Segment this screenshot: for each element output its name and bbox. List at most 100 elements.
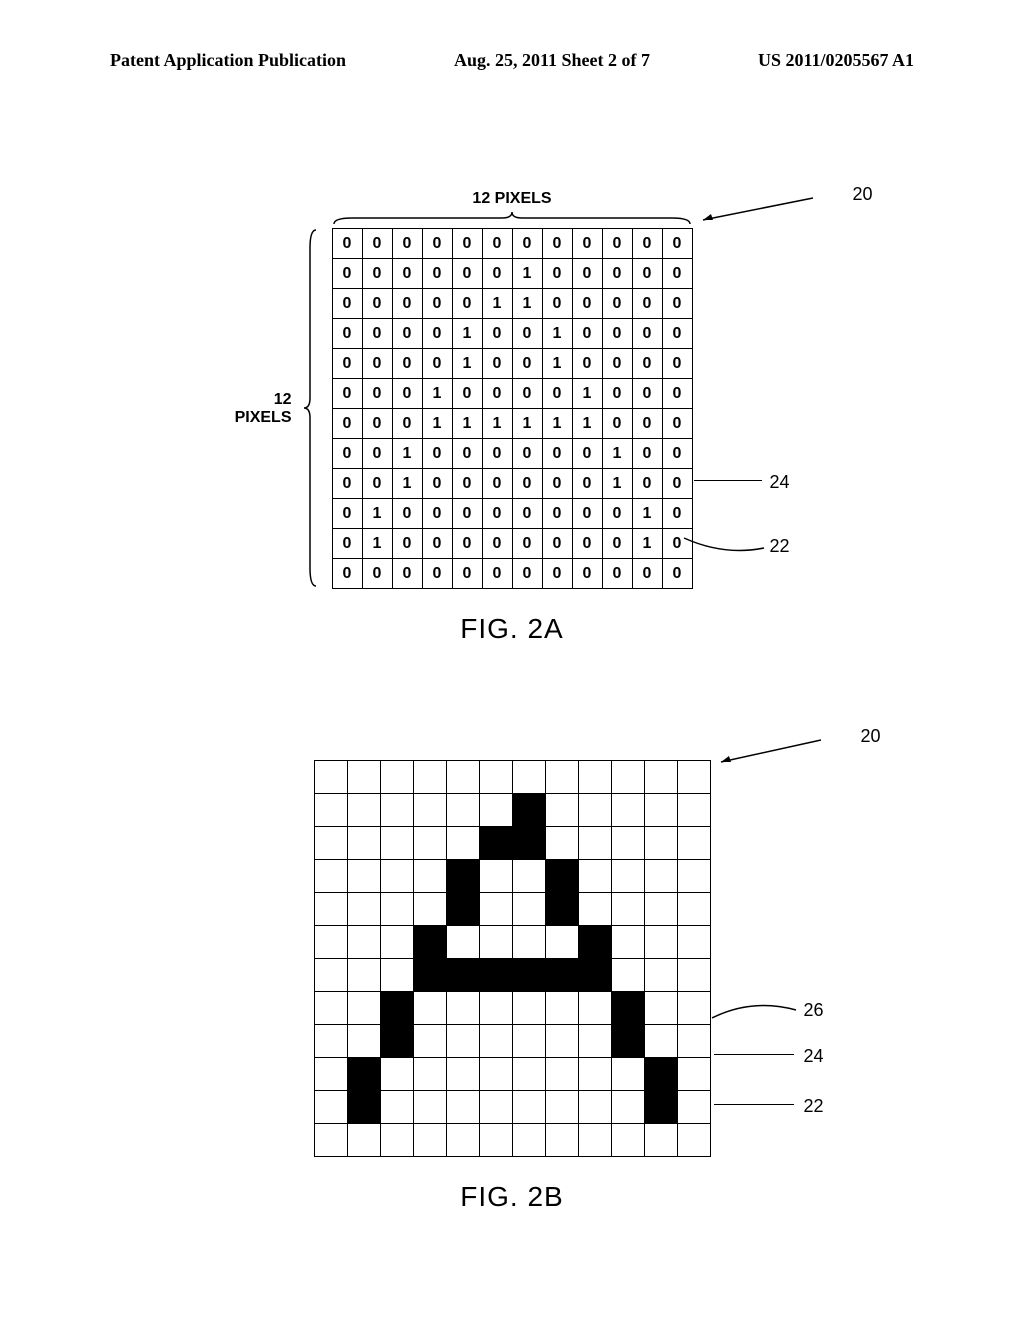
grid-a-cell: 0 [452, 469, 482, 499]
grid-b-cell [347, 992, 380, 1025]
grid-a-cell: 0 [392, 529, 422, 559]
grid-a-cell: 0 [572, 559, 602, 589]
grid-a-cell: 0 [542, 229, 572, 259]
grid-b-cell [479, 860, 512, 893]
grid-a-cell: 0 [572, 229, 602, 259]
grid-a-cell: 0 [572, 259, 602, 289]
grid-a-cell: 0 [392, 559, 422, 589]
grid-b-cell [512, 1091, 545, 1124]
grid-a-cell: 0 [662, 229, 692, 259]
grid-a-cell: 0 [512, 379, 542, 409]
grid-b-cell [512, 959, 545, 992]
grid-b-cell [347, 761, 380, 794]
grid-b-cell [446, 1124, 479, 1157]
grid-a-cell: 0 [332, 289, 362, 319]
grid-b-cell [644, 1124, 677, 1157]
grid-b-cell [611, 761, 644, 794]
grid-a-cell: 0 [542, 259, 572, 289]
grid-a-cell: 0 [512, 349, 542, 379]
leader-26-b [712, 1004, 802, 1033]
grid-b-cell [380, 794, 413, 827]
grid-b-cell [479, 1124, 512, 1157]
grid-b-cell [446, 1025, 479, 1058]
grid-b-cell [677, 1124, 710, 1157]
grid-b-cell [413, 992, 446, 1025]
grid-b-cell [578, 860, 611, 893]
grid-a-cell: 0 [482, 259, 512, 289]
grid-b-cell [644, 827, 677, 860]
ref-22-b: 22 [804, 1096, 824, 1117]
grid-a-cell: 1 [392, 439, 422, 469]
grid-a-cell: 0 [512, 499, 542, 529]
grid-a-cell: 0 [662, 439, 692, 469]
top-brace [332, 212, 693, 226]
grid-a-cell: 0 [512, 319, 542, 349]
grid-b-cell [314, 794, 347, 827]
leader-22-b [714, 1104, 794, 1105]
grid-b-cell [545, 1025, 578, 1058]
grid-a-cell: 0 [392, 379, 422, 409]
grid-b-cell [413, 794, 446, 827]
grid-b-cell [677, 794, 710, 827]
grid-a-cell: 0 [602, 559, 632, 589]
grid-a-cell: 0 [362, 379, 392, 409]
ref-22-a: 22 [770, 536, 790, 557]
grid-a-cell: 0 [392, 259, 422, 289]
grid-a-cell: 0 [482, 559, 512, 589]
grid-a-cell: 0 [632, 469, 662, 499]
grid-a-cell: 0 [632, 229, 662, 259]
grid-a-cell: 0 [332, 469, 362, 499]
ref-20-b: 20 [860, 726, 880, 747]
left-axis-label-number: 12 [274, 391, 292, 408]
grid-a-cell: 0 [662, 289, 692, 319]
grid-b-cell [347, 1091, 380, 1124]
left-axis-label-unit: PIXELS [235, 409, 292, 426]
ref-24-a: 24 [770, 472, 790, 493]
ref-20-a: 20 [852, 184, 872, 205]
grid-a-cell: 0 [362, 259, 392, 289]
grid-b-cell [578, 761, 611, 794]
grid-a-cell: 0 [602, 289, 632, 319]
grid-b-cell [413, 1124, 446, 1157]
grid-a-cell: 1 [602, 439, 632, 469]
grid-a-cell: 1 [632, 499, 662, 529]
grid-a-cell: 1 [362, 499, 392, 529]
grid-a-cell: 1 [482, 409, 512, 439]
grid-b-cell [545, 1058, 578, 1091]
grid-a-cell: 1 [512, 409, 542, 439]
grid-a-cell: 0 [632, 319, 662, 349]
grid-a-cell: 0 [662, 559, 692, 589]
grid-b-cell [314, 959, 347, 992]
document-header: Patent Application Publication Aug. 25, … [0, 50, 1024, 71]
grid-a-cell: 0 [602, 379, 632, 409]
grid-a-cell: 0 [482, 319, 512, 349]
caption-2a: FIG. 2A [332, 613, 693, 645]
grid-a-cell: 0 [662, 259, 692, 289]
grid-b-cell [413, 761, 446, 794]
grid-b-cell [446, 1058, 479, 1091]
grid-a-cell: 0 [662, 499, 692, 529]
grid-b-cell [611, 926, 644, 959]
grid-a-cell: 0 [362, 559, 392, 589]
header-left: Patent Application Publication [110, 50, 346, 71]
grid-b-cell [380, 1124, 413, 1157]
grid-b-cell [380, 1025, 413, 1058]
grid-a-cell: 0 [602, 409, 632, 439]
grid-a-cell: 0 [362, 349, 392, 379]
grid-b-cell [644, 794, 677, 827]
grid-a-cell: 0 [392, 289, 422, 319]
grid-a-cell: 0 [602, 319, 632, 349]
grid-a-cell: 0 [422, 439, 452, 469]
grid-b-cell [479, 794, 512, 827]
grid-b-cell [677, 827, 710, 860]
grid-b-cell [446, 926, 479, 959]
grid-a-cell: 0 [572, 469, 602, 499]
grid-b-cell [314, 1058, 347, 1091]
grid-a-cell: 0 [422, 529, 452, 559]
grid-b-cell [611, 1124, 644, 1157]
grid-b-cell [512, 992, 545, 1025]
grid-b-cell [380, 860, 413, 893]
grid-b-cell [314, 1091, 347, 1124]
grid-a-cell: 0 [332, 559, 362, 589]
grid-a-cell: 0 [362, 289, 392, 319]
